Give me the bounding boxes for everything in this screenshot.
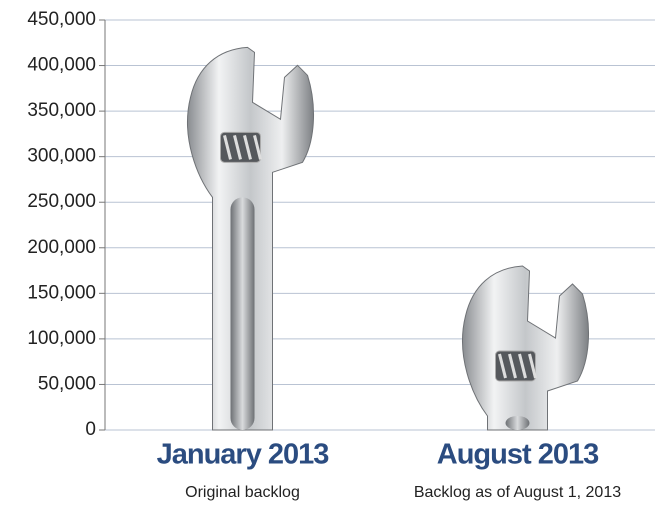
y-tick-label: 150,000 <box>27 282 96 303</box>
wrench-slot <box>231 197 255 430</box>
y-tick-label: 250,000 <box>27 191 96 212</box>
category-sublabel: Original backlog <box>185 484 300 501</box>
category-sublabel: Backlog as of August 1, 2013 <box>414 484 621 501</box>
y-tick-label: 50,000 <box>38 373 96 394</box>
chart: 0 50,000 100,000 150,000 200,000 250,000 300,0… <box>0 0 658 505</box>
page: 0 50,000 100,000 150,000 200,000 250,000 300,0… <box>0 0 658 505</box>
y-tick-label: 350,000 <box>27 100 96 121</box>
y-tick-label: 450,000 <box>27 9 96 30</box>
y-tick-label: 200,000 <box>27 237 96 258</box>
wrench <box>463 266 589 430</box>
category-label: January 2013 <box>157 439 330 471</box>
y-tick-label: 300,000 <box>27 146 96 167</box>
category-label: August 2013 <box>437 439 599 471</box>
y-tick-label: 100,000 <box>27 328 96 349</box>
y-tick-label: 400,000 <box>27 55 96 76</box>
y-tick-label: 0 <box>85 419 96 440</box>
wrench-slot <box>506 416 530 430</box>
wrench-body <box>463 266 589 430</box>
wrench <box>188 47 314 430</box>
